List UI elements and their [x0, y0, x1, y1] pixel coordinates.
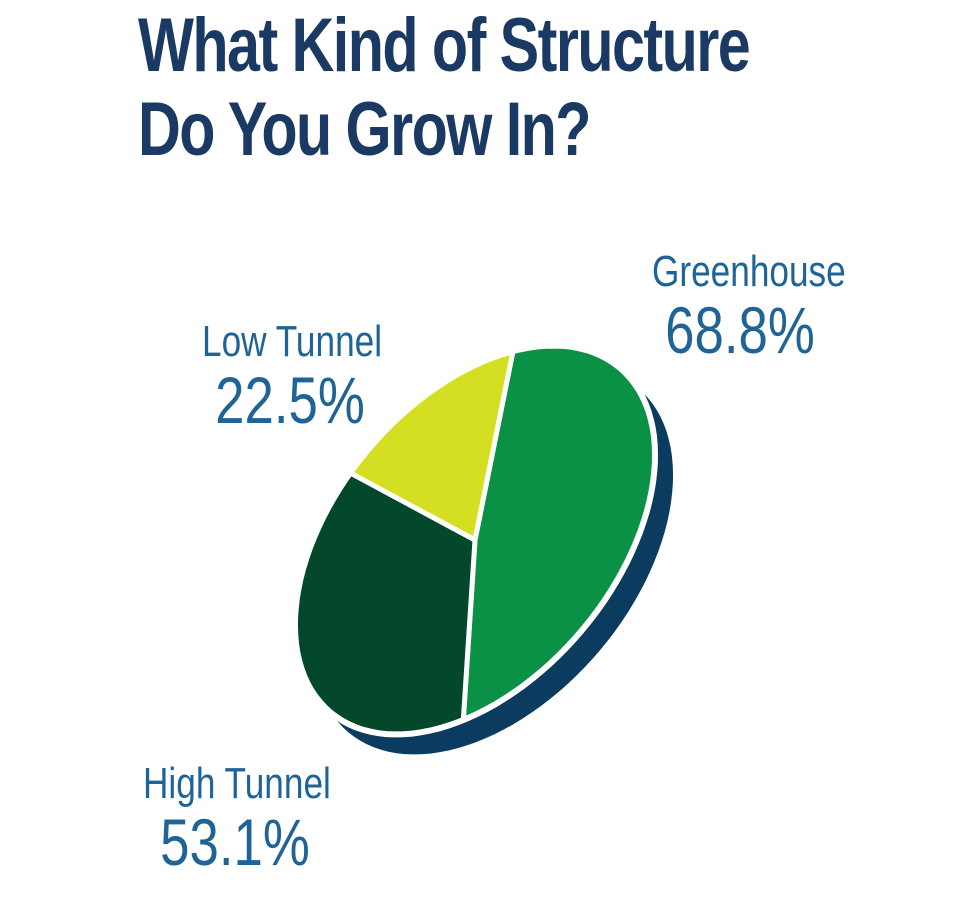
chart-title-line-1: What Kind of Structure — [138, 3, 751, 88]
slice-label-greenhouse: Greenhouse — [652, 247, 846, 296]
slice-value-low-tunnel: 22.5% — [215, 363, 365, 437]
slice-label-high-tunnel: High Tunnel — [143, 759, 331, 808]
label-high-tunnel: High Tunnel 53.1% — [120, 759, 350, 879]
slice-value-high-tunnel: 53.1% — [160, 805, 310, 879]
label-greenhouse: Greenhouse 68.8% — [630, 247, 850, 367]
slice-label-low-tunnel: Low Tunnel — [202, 317, 383, 366]
chart-title-line-2: Do You Grow In? — [138, 87, 591, 172]
slice-value-greenhouse: 68.8% — [665, 293, 815, 367]
chart-title: What Kind of Structure Do You Grow In? — [138, 3, 751, 172]
label-low-tunnel: Low Tunnel 22.5% — [180, 317, 400, 437]
pie-rim — [291, 342, 659, 738]
